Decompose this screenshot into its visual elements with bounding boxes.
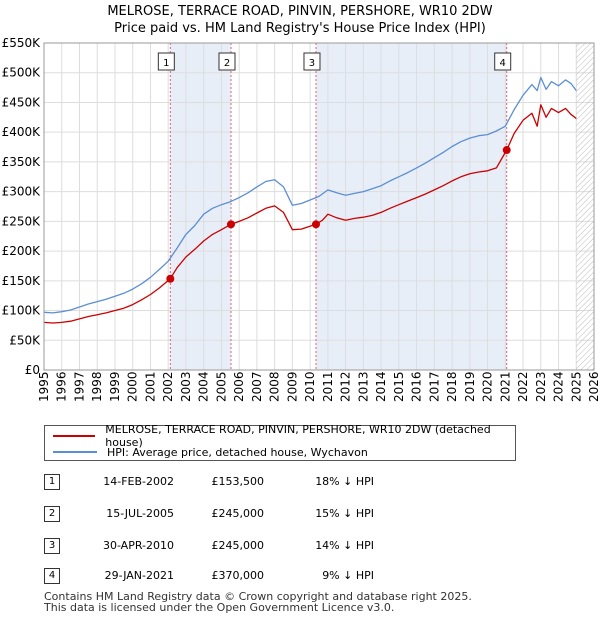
- y-tick-label: £100K: [2, 304, 42, 318]
- x-tick-label: 2000: [126, 371, 140, 402]
- sale-date: 15-JUL-2005: [106, 507, 174, 520]
- x-tick-label: 2007: [250, 371, 264, 402]
- sale-hpi-diff: 18% ↓ HPI: [315, 475, 374, 488]
- y-tick-label: £50K: [9, 333, 41, 347]
- x-tick-label: 2002: [161, 371, 175, 402]
- x-tick-label: 2017: [427, 371, 441, 402]
- sale-number-badge: 2: [44, 506, 60, 522]
- footer: Contains HM Land Registry data © Crown c…: [44, 591, 472, 613]
- x-tick-label: 2004: [197, 371, 211, 402]
- x-tick-label: 2016: [410, 371, 424, 402]
- legend-item-property: MELROSE, TERRACE ROAD, PINVIN, PERSHORE,…: [53, 423, 515, 449]
- hpi-series-line: [43, 76, 577, 314]
- sale-date: 14-FEB-2002: [103, 475, 174, 488]
- x-tick-label: 2011: [321, 371, 335, 402]
- x-tick-label: 2025: [569, 371, 583, 402]
- x-tick-label: 2015: [392, 371, 406, 402]
- sale-point: [311, 220, 320, 229]
- x-tick-label: 2014: [374, 371, 388, 402]
- sale-number-badge: 3: [44, 538, 60, 554]
- y-tick-label: £400K: [2, 125, 42, 139]
- x-tick-label: 2008: [268, 371, 282, 402]
- x-tick-label: 1997: [72, 371, 86, 402]
- sale-price: £153,500: [211, 475, 265, 488]
- sale-marker-label: 4: [500, 58, 506, 69]
- y-tick-label: £350K: [2, 155, 42, 169]
- x-tick-label: 2024: [552, 371, 566, 402]
- footer-licence: This data is licensed under the Open Gov…: [44, 601, 395, 614]
- sale-row: 4 29-JAN-2021 £370,000 9% ↓ HPI: [44, 568, 464, 586]
- x-tick-label: 2013: [356, 371, 370, 402]
- sale-date: 30-APR-2010: [102, 539, 174, 552]
- sale-row: 3 30-APR-2010 £245,000 14% ↓ HPI: [44, 538, 464, 556]
- footer-copyright: Contains HM Land Registry data © Crown c…: [44, 590, 472, 603]
- y-tick-label: £150K: [2, 274, 42, 288]
- x-tick-label: 2009: [285, 371, 299, 402]
- sale-number-badge: 4: [44, 568, 60, 584]
- legend-label-hpi: HPI: Average price, detached house, Wych…: [107, 445, 368, 459]
- legend-label-property: MELROSE, TERRACE ROAD, PINVIN, PERSHORE,…: [105, 423, 491, 449]
- shaded-period: [315, 43, 507, 370]
- y-tick-label: £500K: [2, 66, 42, 80]
- sale-hpi-diff: 14% ↓ HPI: [315, 539, 374, 552]
- x-tick-label: 2003: [179, 371, 193, 402]
- sale-point: [502, 146, 511, 155]
- x-tick-label: 1998: [90, 371, 104, 402]
- sale-marker-label: 3: [309, 58, 315, 69]
- y-tick-label: £250K: [2, 214, 42, 228]
- sale-row: 1 14-FEB-2002 £153,500 18% ↓ HPI: [44, 474, 464, 492]
- x-tick-label: 2006: [232, 371, 246, 402]
- sale-point: [166, 274, 175, 283]
- sale-marker-box: [494, 52, 512, 71]
- x-tick-label: 2026: [587, 371, 600, 402]
- x-tick-label: 1996: [55, 371, 69, 402]
- future-hatch: [576, 43, 594, 370]
- x-tick-label: 2020: [481, 371, 495, 402]
- x-tick-label: 2012: [339, 371, 353, 402]
- y-tick-label: £550K: [2, 36, 42, 50]
- sale-hpi-diff: 9% ↓ HPI: [322, 569, 374, 582]
- x-tick-label: 2010: [303, 371, 317, 402]
- legend-item-hpi: HPI: Average price, detached house, Wych…: [53, 444, 368, 460]
- legend: MELROSE, TERRACE ROAD, PINVIN, PERSHORE,…: [44, 423, 516, 461]
- chart-title-line2: Price paid vs. HM Land Registry's House …: [114, 21, 486, 36]
- x-tick-label: 1999: [108, 371, 122, 402]
- sale-marker-box: [218, 52, 236, 71]
- x-tick-label: 2018: [445, 371, 459, 402]
- y-tick-label: £200K: [2, 244, 42, 258]
- legend-swatch-hpi: [53, 451, 97, 453]
- sale-row: 2 15-JUL-2005 £245,000 15% ↓ HPI: [44, 506, 464, 524]
- sale-date: 29-JAN-2021: [104, 569, 174, 582]
- sale-marker-label: 2: [224, 58, 230, 69]
- sale-price: £245,000: [211, 507, 265, 520]
- y-tick-label: £450K: [2, 95, 42, 109]
- x-tick-label: 2001: [143, 371, 157, 402]
- sale-marker-box: [157, 52, 175, 71]
- x-tick-label: 2005: [214, 371, 228, 402]
- legend-swatch-property: [53, 435, 96, 437]
- y-tick-label: £0: [25, 363, 40, 377]
- x-tick-label: 2019: [463, 371, 477, 402]
- sale-point: [227, 220, 235, 229]
- chart-title-line1: MELROSE, TERRACE ROAD, PINVIN, PERSHORE,…: [107, 4, 493, 19]
- shaded-period: [170, 43, 231, 370]
- sale-marker-box: [303, 52, 321, 71]
- sale-marker-label: 1: [163, 58, 169, 69]
- sale-hpi-diff: 15% ↓ HPI: [315, 507, 374, 520]
- price-chart: 1 2 3 4 £0 £50K £100K £150K £200K £250K £300K £350K…: [2, 36, 600, 402]
- x-tick-label: 2023: [534, 371, 548, 402]
- x-tick-label: 1995: [37, 371, 51, 402]
- plot-frame: [43, 42, 595, 371]
- y-tick-label: £300K: [2, 185, 42, 199]
- sale-price: £245,000: [211, 539, 265, 552]
- sale-price: £370,000: [211, 569, 265, 582]
- sale-number-badge: 1: [44, 474, 60, 490]
- property-series-line: [43, 104, 577, 324]
- x-tick-label: 2022: [516, 371, 530, 402]
- x-tick-label: 2021: [498, 371, 512, 402]
